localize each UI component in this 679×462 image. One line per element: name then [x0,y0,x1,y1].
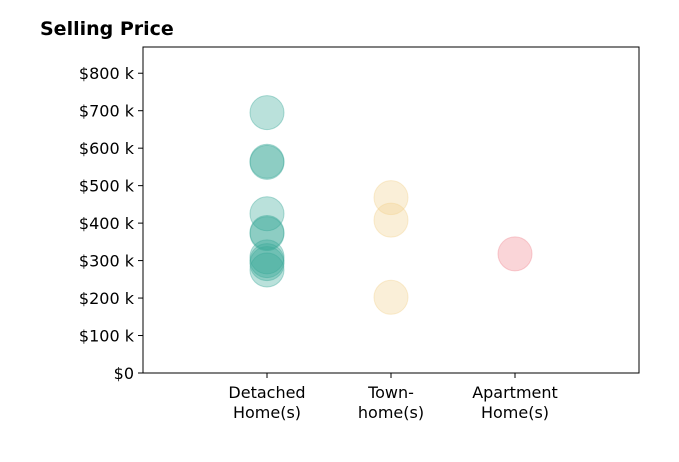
data-points [249,95,533,315]
data-point [249,243,285,279]
data-point [249,143,285,179]
y-tick-label: $100 k [79,327,135,346]
y-tick-label: $800 k [79,64,135,83]
y-tick-label: $400 k [79,214,135,233]
x-tick-label: Apartment [472,383,558,402]
data-point [249,95,285,131]
data-point [497,236,533,272]
data-point [249,144,285,180]
x-tick-label: Detached [228,383,305,402]
y-tick-label: $700 k [79,102,135,121]
data-point [373,202,409,238]
y-tick-label: $200 k [79,289,135,308]
y-tick-label: $300 k [79,252,135,271]
chart-title: Selling Price [40,18,174,40]
y-tick-label: $0 [114,364,134,383]
data-point [249,252,285,288]
data-point [373,180,409,216]
x-tick-label: home(s) [358,403,424,422]
data-point [249,196,285,232]
x-tick-label: Town- [367,383,414,402]
y-tick-label: $500 k [79,177,135,196]
x-tick-label: Home(s) [481,403,549,422]
x-tick-label: Home(s) [233,403,301,422]
data-point [249,246,285,282]
data-point [249,214,285,250]
data-point [249,216,285,252]
data-point [373,279,409,315]
y-axis: $0 $100 k $200 k $300 k $400 k $500 k $600 k $7… [79,64,143,383]
data-point [249,239,285,275]
y-tick-label: $600 k [79,139,135,158]
x-axis: DetachedHome(s)Town-home(s)ApartmentHome… [228,373,558,422]
plot-frame [142,46,640,374]
